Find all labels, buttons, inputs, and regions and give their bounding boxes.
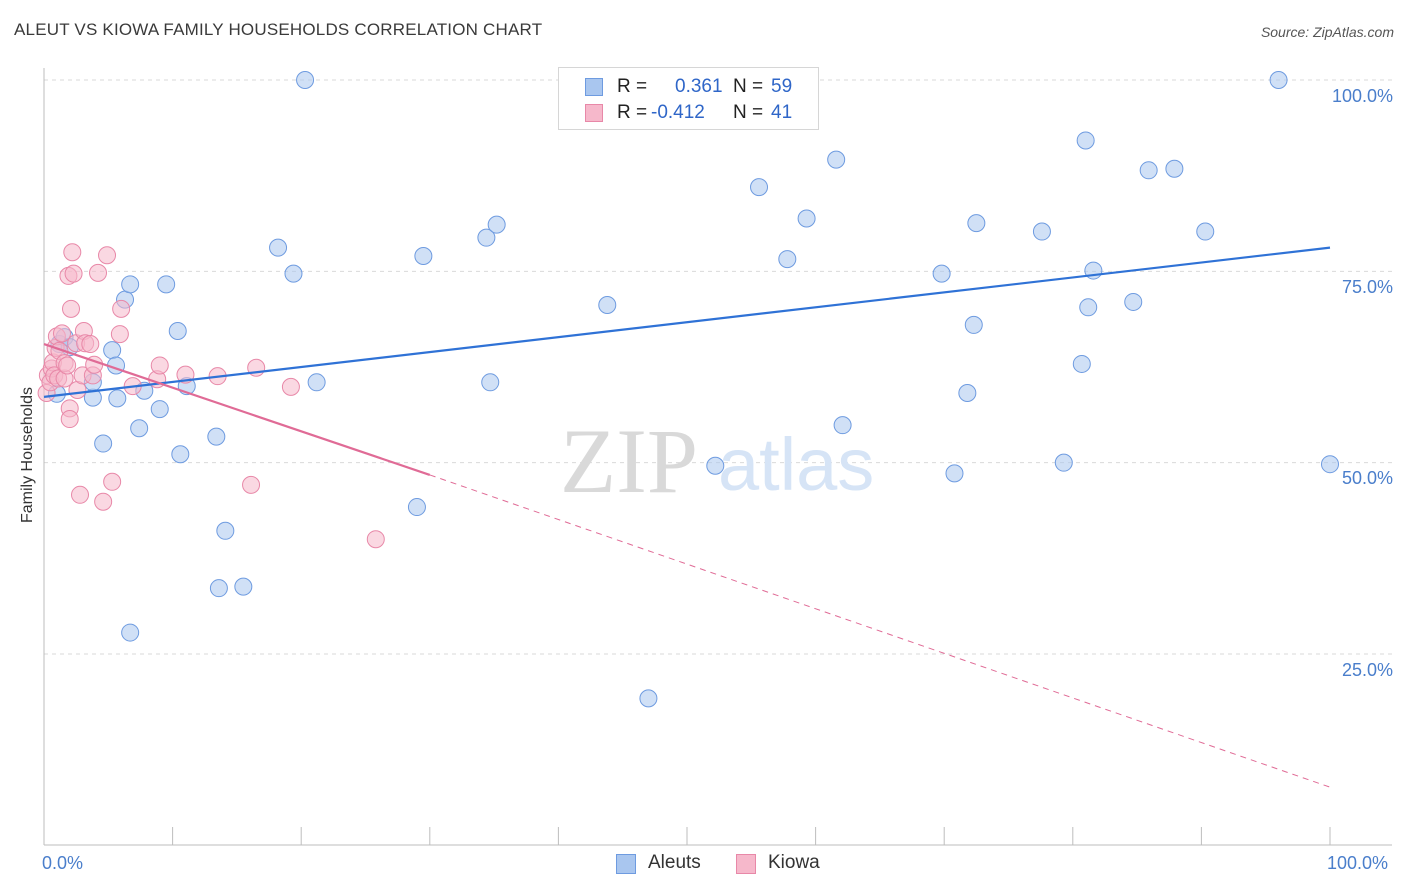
bottom-legend-swatch-aleuts: [616, 854, 636, 874]
point-aleuts: [1032, 222, 1051, 241]
point-aleuts: [1124, 292, 1143, 311]
point-kiowa: [89, 263, 108, 282]
point-aleuts: [121, 623, 140, 642]
point-aleuts: [487, 215, 506, 234]
point-kiowa: [103, 472, 122, 491]
point-aleuts: [797, 209, 816, 228]
point-aleuts: [296, 71, 315, 89]
point-aleuts: [1054, 453, 1073, 472]
point-aleuts: [1196, 222, 1215, 241]
trend-lines: [43, 246, 1331, 788]
point-kiowa: [242, 475, 261, 494]
legend-n-value-aleuts: 59: [771, 76, 793, 97]
trend-line-aleuts: [43, 246, 1331, 398]
legend-n-value-kiowa: 41: [771, 102, 793, 123]
legend-r-label: R =: [617, 102, 648, 123]
point-aleuts: [209, 579, 228, 598]
y-tick-label-25: 25.0%: [1341, 660, 1393, 680]
point-aleuts: [1321, 455, 1339, 474]
point-aleuts: [307, 373, 326, 392]
point-aleuts: [103, 341, 122, 360]
point-kiowa: [366, 530, 385, 549]
point-aleuts: [833, 416, 852, 435]
point-aleuts: [150, 400, 169, 419]
point-kiowa: [98, 246, 117, 265]
point-aleuts: [407, 498, 426, 517]
point-aleuts: [108, 389, 127, 408]
point-kiowa: [53, 324, 72, 343]
watermark: ZIP atlas: [560, 410, 874, 512]
point-aleuts: [121, 275, 140, 294]
point-kiowa: [58, 356, 77, 375]
bottom-legend-label-kiowa: Kiowa: [768, 852, 820, 873]
point-aleuts: [639, 689, 658, 708]
point-aleuts: [168, 322, 187, 341]
point-kiowa: [60, 410, 79, 429]
point-kiowa: [94, 492, 113, 511]
legend-r-label: R =: [617, 76, 648, 97]
bottom-legend-swatch-kiowa: [736, 854, 756, 874]
point-aleuts: [94, 434, 113, 453]
point-kiowa: [62, 299, 81, 318]
point-aleuts: [171, 445, 190, 464]
point-aleuts: [216, 521, 235, 540]
point-aleuts: [1165, 159, 1184, 178]
point-kiowa: [64, 264, 83, 283]
point-aleuts: [284, 264, 303, 283]
point-kiowa: [281, 377, 300, 396]
point-aleuts: [269, 238, 288, 257]
axes: [43, 68, 1392, 846]
watermark-zip: ZIP: [560, 410, 698, 512]
point-aleuts: [750, 178, 769, 197]
y-tick-label-75: 75.0%: [1341, 277, 1393, 297]
chart-title: ALEUT VS KIOWA FAMILY HOUSEHOLDS CORRELA…: [14, 20, 543, 39]
trend-line-kiowa: [43, 342, 431, 476]
point-aleuts: [477, 228, 496, 247]
point-aleuts: [1269, 71, 1288, 89]
trend-line-extension-kiowa: [429, 474, 1331, 788]
x-tick-label-min: 0.0%: [42, 853, 84, 873]
point-aleuts: [130, 419, 149, 438]
point-aleuts: [958, 384, 977, 403]
point-aleuts: [1076, 131, 1095, 150]
point-kiowa: [150, 356, 169, 375]
point-kiowa: [110, 325, 129, 344]
point-kiowa: [71, 485, 90, 504]
point-aleuts: [414, 247, 433, 266]
point-kiowa: [63, 243, 82, 262]
gridlines: [44, 79, 1392, 655]
legend-n-label: N =: [733, 102, 764, 123]
y-tick-label-50: 50.0%: [1341, 468, 1393, 488]
point-aleuts: [964, 315, 983, 334]
legend-r-value-kiowa: -0.412: [651, 102, 705, 123]
point-aleuts: [827, 150, 846, 169]
bottom-legend-label-aleuts: Aleuts: [648, 852, 701, 873]
point-aleuts: [706, 456, 725, 475]
point-aleuts: [234, 577, 253, 596]
point-aleuts: [157, 275, 176, 294]
legend-swatch-aleuts: [585, 78, 603, 96]
watermark-atlas: atlas: [718, 423, 874, 506]
legend-n-label: N =: [733, 76, 764, 97]
point-aleuts: [945, 464, 964, 483]
point-aleuts: [598, 296, 617, 315]
point-aleuts: [967, 214, 986, 233]
point-aleuts: [778, 250, 797, 269]
point-aleuts: [481, 373, 500, 392]
data-points: [37, 71, 1339, 708]
chart-source: Source: ZipAtlas.com: [1260, 24, 1394, 40]
x-tick-label-max: 100.0%: [1327, 853, 1389, 873]
point-aleuts: [932, 264, 951, 283]
point-kiowa: [81, 335, 100, 354]
legend-swatch-kiowa: [585, 104, 603, 122]
correlation-legend: R = 0.361 N = 59 R = -0.412 N = 41: [558, 67, 819, 130]
legend-r-value-aleuts: 0.361: [675, 76, 723, 97]
y-tick-label-100: 100.0%: [1331, 86, 1393, 106]
point-aleuts: [1139, 161, 1158, 180]
point-aleuts: [207, 427, 226, 446]
point-aleuts: [1079, 298, 1098, 317]
point-kiowa: [112, 299, 131, 318]
point-aleuts: [1072, 354, 1091, 373]
